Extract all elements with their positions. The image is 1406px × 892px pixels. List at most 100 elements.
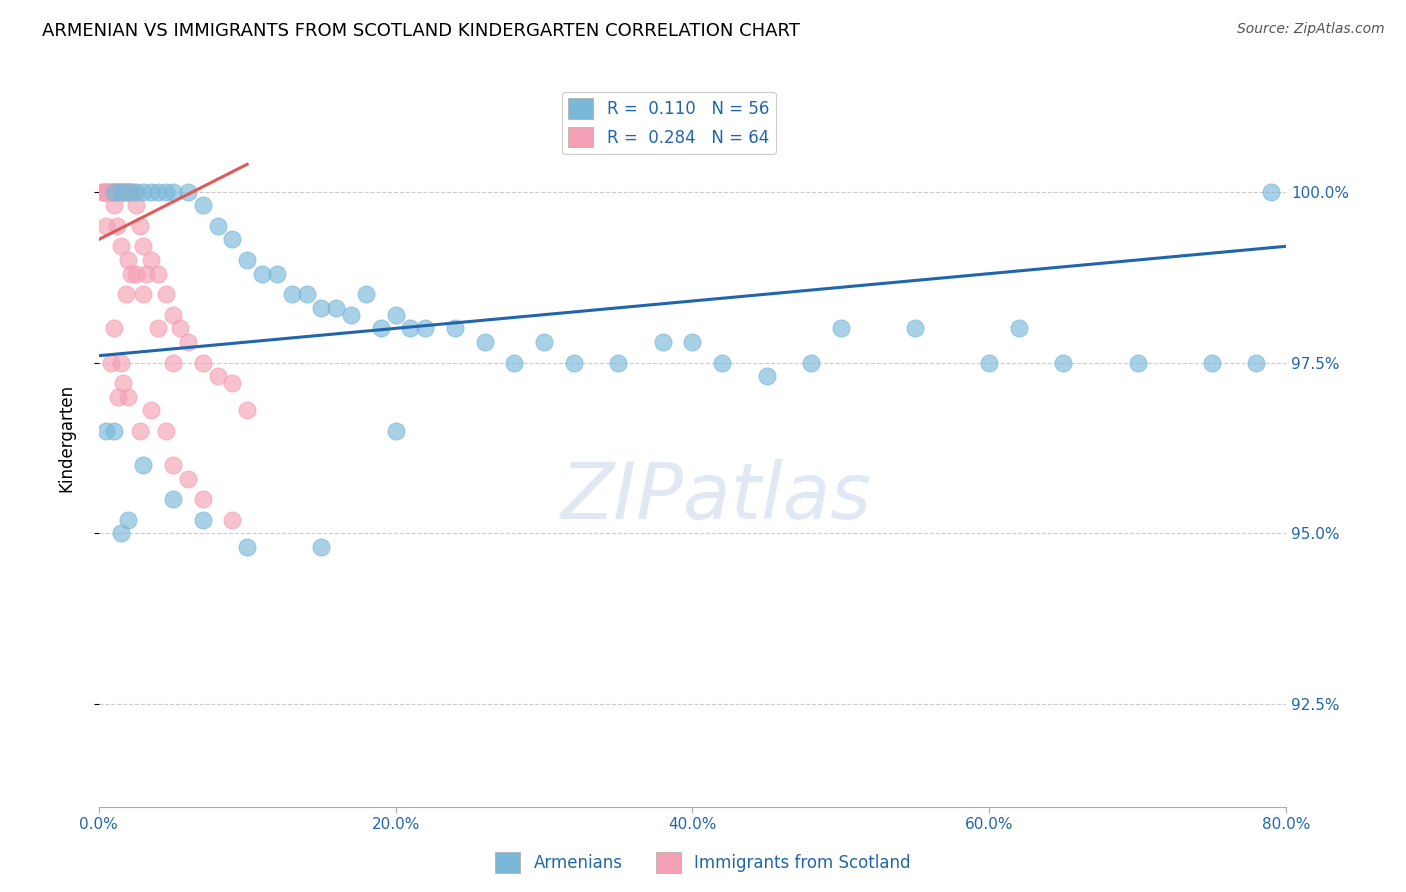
Point [177, 472, 200, 486]
Point [177, 185, 200, 199]
Point [236, 403, 259, 417]
Point [117, 185, 139, 199]
Point [295, 287, 318, 301]
Point [155, 287, 177, 301]
Point [120, 185, 142, 199]
Point [162, 458, 184, 472]
Point [139, 252, 162, 267]
Point [125, 267, 148, 281]
Point [250, 267, 273, 281]
Point [98, 185, 121, 199]
Point [155, 424, 177, 438]
Point [191, 513, 214, 527]
Point [107, 185, 129, 199]
Point [110, 185, 132, 199]
Point [384, 424, 406, 438]
Point [122, 185, 145, 199]
Point [96, 424, 118, 438]
Point [118, 185, 141, 199]
Point [311, 540, 333, 554]
Point [132, 287, 155, 301]
Point [103, 424, 125, 438]
Point [1052, 355, 1074, 369]
Point [117, 513, 139, 527]
Text: Source: ZipAtlas.com: Source: ZipAtlas.com [1237, 22, 1385, 37]
Point [105, 185, 128, 199]
Point [132, 458, 155, 472]
Point [97, 185, 120, 199]
Point [105, 219, 128, 233]
Point [800, 355, 823, 369]
Point [444, 321, 467, 335]
Point [162, 185, 184, 199]
Point [562, 355, 585, 369]
Point [125, 198, 148, 212]
Point [96, 185, 118, 199]
Point [681, 334, 703, 349]
Point [117, 390, 139, 404]
Point [110, 355, 132, 369]
Point [162, 492, 184, 507]
Point [103, 185, 125, 199]
Point [129, 219, 152, 233]
Point [311, 301, 333, 315]
Point [146, 185, 169, 199]
Point [651, 334, 673, 349]
Point [191, 198, 214, 212]
Point [607, 355, 630, 369]
Point [112, 185, 135, 199]
Point [207, 219, 229, 233]
Point [413, 321, 436, 335]
Point [221, 513, 243, 527]
Point [146, 321, 169, 335]
Text: ARMENIAN VS IMMIGRANTS FROM SCOTLAND KINDERGARTEN CORRELATION CHART: ARMENIAN VS IMMIGRANTS FROM SCOTLAND KIN… [42, 22, 800, 40]
Legend: Armenians, Immigrants from Scotland: Armenians, Immigrants from Scotland [488, 846, 918, 880]
Point [236, 252, 259, 267]
Y-axis label: Kindergarten: Kindergarten [58, 384, 75, 491]
Point [979, 355, 1001, 369]
Point [96, 185, 118, 199]
Point [139, 185, 162, 199]
Point [503, 355, 526, 369]
Point [1008, 321, 1031, 335]
Point [108, 185, 131, 199]
Point [91, 185, 114, 199]
Point [103, 198, 125, 212]
Point [191, 492, 214, 507]
Point [110, 239, 132, 253]
Point [1201, 355, 1223, 369]
Point [104, 185, 127, 199]
Point [177, 334, 200, 349]
Point [169, 321, 191, 335]
Point [221, 232, 243, 246]
Point [110, 185, 132, 199]
Point [474, 334, 496, 349]
Point [117, 185, 139, 199]
Point [103, 185, 125, 199]
Point [125, 185, 148, 199]
Point [1126, 355, 1149, 369]
Point [103, 185, 125, 199]
Point [354, 287, 377, 301]
Point [101, 185, 124, 199]
Point [117, 252, 139, 267]
Point [280, 287, 302, 301]
Point [236, 540, 259, 554]
Point [111, 376, 134, 390]
Point [132, 239, 155, 253]
Point [93, 185, 115, 199]
Point [162, 355, 184, 369]
Point [107, 390, 129, 404]
Point [135, 267, 157, 281]
Point [1246, 355, 1268, 369]
Point [711, 355, 734, 369]
Point [100, 185, 122, 199]
Point [533, 334, 555, 349]
Point [755, 369, 778, 384]
Point [830, 321, 852, 335]
Point [110, 526, 132, 541]
Point [114, 185, 136, 199]
Point [191, 355, 214, 369]
Point [117, 185, 139, 199]
Point [110, 185, 132, 199]
